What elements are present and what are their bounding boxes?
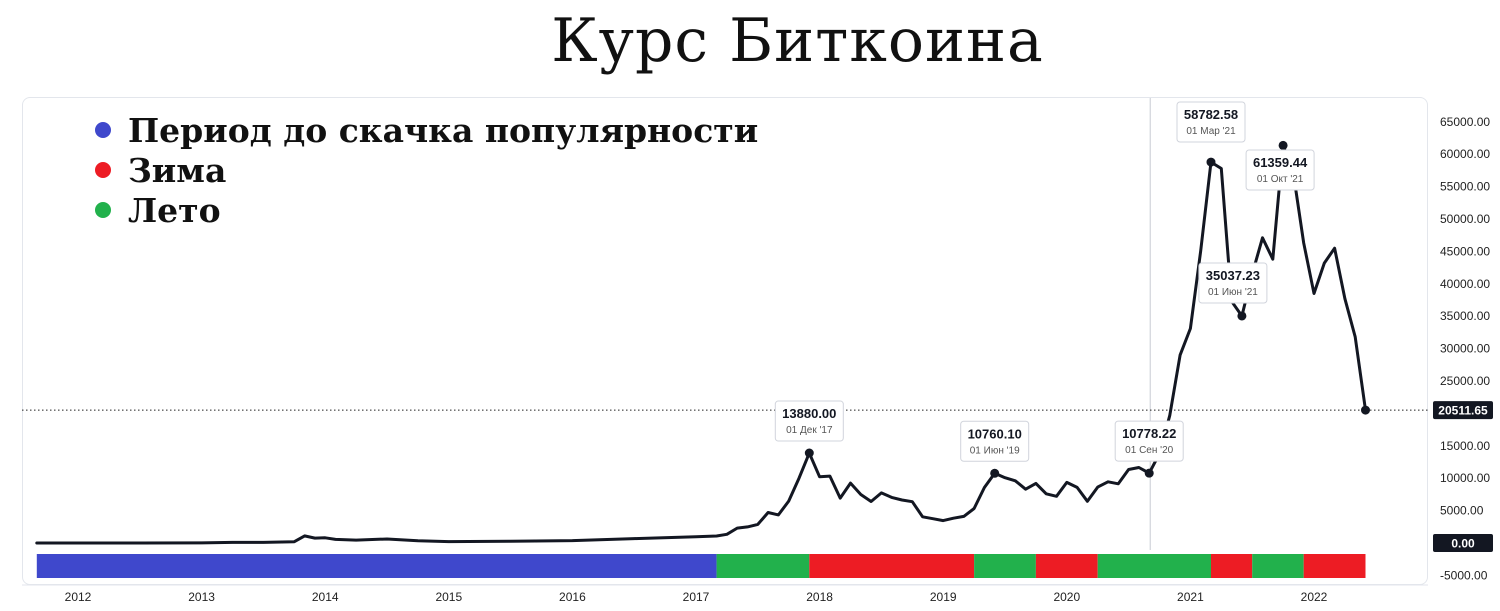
period-band-summer-7 bbox=[1252, 554, 1304, 578]
annotation-value-3: 58782.58 bbox=[1184, 107, 1238, 122]
annotation-box-3 bbox=[1176, 101, 1246, 143]
period-band-summer-5 bbox=[1097, 554, 1211, 578]
legend-dot-winter bbox=[95, 162, 111, 178]
annotation-value-1: 10760.10 bbox=[968, 426, 1022, 441]
y-tick-6: 25000.00 bbox=[1440, 374, 1490, 388]
annotation-point-1 bbox=[990, 468, 1000, 478]
legend-dot-pre bbox=[95, 122, 111, 138]
annotation-box-5 bbox=[1245, 149, 1315, 191]
annotation-box-1 bbox=[960, 420, 1030, 462]
y-tick-7: 30000.00 bbox=[1440, 342, 1490, 356]
annotation-box-2 bbox=[1114, 420, 1184, 462]
annotation-point-0 bbox=[804, 448, 814, 458]
period-band-winter-2 bbox=[809, 554, 975, 578]
chart-title: Курс Биткоина bbox=[551, 6, 1044, 76]
period-band-winter-8 bbox=[1303, 554, 1366, 578]
zero-badge-bg bbox=[1433, 534, 1493, 552]
y-tick-4: 15000.00 bbox=[1440, 439, 1490, 453]
y-tick-12: 55000.00 bbox=[1440, 180, 1490, 194]
annotation-value-5: 61359.44 bbox=[1253, 155, 1308, 170]
annotation-point-2 bbox=[1144, 468, 1154, 478]
x-tick-2022: 2022 bbox=[1301, 590, 1328, 604]
annotation-box-0 bbox=[774, 400, 844, 442]
y-tick-13: 60000.00 bbox=[1440, 147, 1490, 161]
annotation-date-4: 01 Июн '21 bbox=[1208, 287, 1258, 298]
price-line bbox=[35, 143, 1367, 545]
y-tick-9: 40000.00 bbox=[1440, 277, 1490, 291]
period-band-summer-3 bbox=[974, 554, 1036, 578]
legend-label-pre: Период до скачка популярности bbox=[128, 110, 759, 150]
annotation-date-0: 01 Дек '17 bbox=[786, 425, 833, 436]
annotation-box-4 bbox=[1198, 262, 1268, 304]
annotation-value-0: 13880.00 bbox=[782, 406, 836, 421]
period-band-winter-4 bbox=[1035, 554, 1098, 578]
legend-item-summer: Лето bbox=[95, 190, 758, 230]
y-tick-11: 50000.00 bbox=[1440, 212, 1490, 226]
zero-badge-label: 0.00 bbox=[1451, 537, 1475, 551]
legend-label-summer: Лето bbox=[128, 190, 221, 230]
x-tick-2020: 2020 bbox=[1053, 590, 1080, 604]
y-tick-14: 65000.00 bbox=[1440, 115, 1490, 129]
y-tick-8: 35000.00 bbox=[1440, 309, 1490, 323]
last-price-point bbox=[1361, 405, 1370, 415]
legend-dot-summer bbox=[95, 202, 111, 218]
annotation-value-2: 10778.22 bbox=[1122, 426, 1176, 441]
x-tick-2012: 2012 bbox=[65, 590, 92, 604]
x-tick-2021: 2021 bbox=[1177, 590, 1204, 604]
legend: Период до скачка популярности Зима Лето bbox=[95, 110, 758, 230]
annotation-point-5 bbox=[1278, 140, 1288, 150]
y-tick-2: 5000.00 bbox=[1440, 504, 1484, 518]
legend-item-pre: Период до скачка популярности bbox=[95, 110, 758, 150]
period-band-pre-0 bbox=[36, 554, 717, 578]
x-tick-2019: 2019 bbox=[930, 590, 957, 604]
annotation-date-5: 01 Окт '21 bbox=[1257, 174, 1304, 185]
y-tick-10: 45000.00 bbox=[1440, 244, 1490, 258]
x-tick-2016: 2016 bbox=[559, 590, 586, 604]
annotation-date-1: 01 Июн '19 bbox=[970, 445, 1020, 456]
current-price-badge-label: 20511.65 bbox=[1438, 404, 1488, 418]
annotation-date-3: 01 Мар '21 bbox=[1186, 126, 1236, 137]
period-band-summer-1 bbox=[716, 554, 810, 578]
x-tick-2017: 2017 bbox=[683, 590, 710, 604]
annotation-point-4 bbox=[1237, 311, 1247, 321]
x-tick-2014: 2014 bbox=[312, 590, 339, 604]
period-band-winter-6 bbox=[1211, 554, 1253, 578]
annotation-date-2: 01 Сен '20 bbox=[1125, 445, 1173, 456]
y-tick-3: 10000.00 bbox=[1440, 471, 1490, 485]
y-tick-0: -5000.00 bbox=[1440, 568, 1488, 582]
x-tick-2018: 2018 bbox=[806, 590, 833, 604]
x-tick-2013: 2013 bbox=[188, 590, 215, 604]
current-price-badge-bg bbox=[1433, 401, 1493, 420]
annotation-value-4: 35037.23 bbox=[1206, 268, 1260, 283]
legend-label-winter: Зима bbox=[128, 150, 227, 190]
legend-item-winter: Зима bbox=[95, 150, 758, 190]
annotation-point-3 bbox=[1206, 157, 1216, 167]
x-tick-2015: 2015 bbox=[435, 590, 462, 604]
